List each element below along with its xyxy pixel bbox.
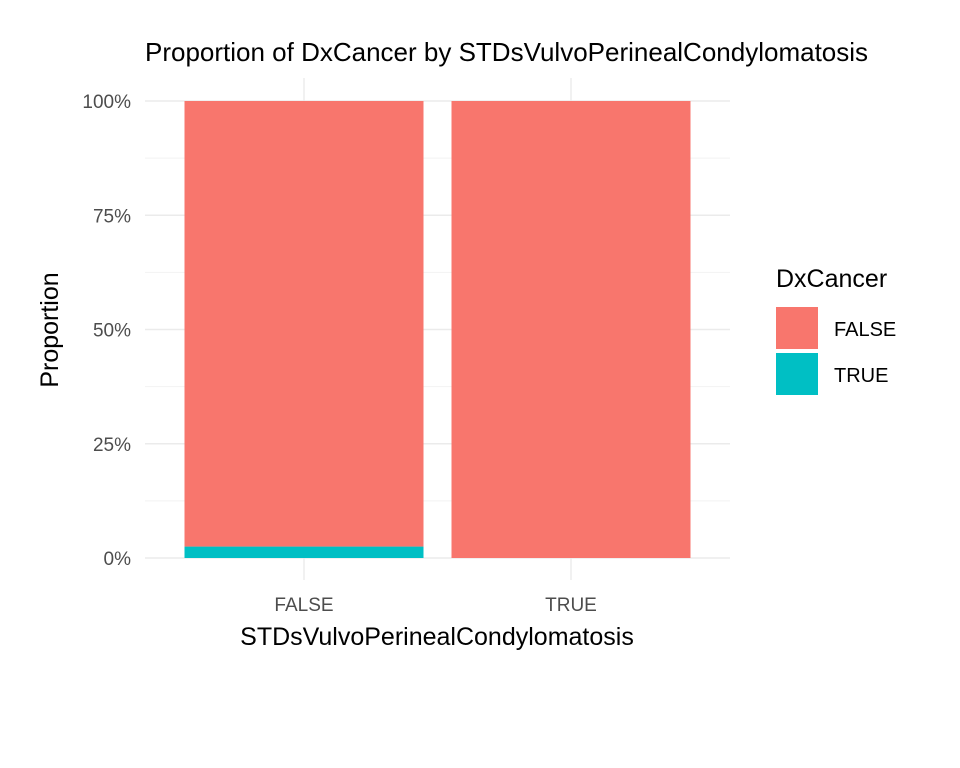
bar-segment-false-true: [184, 546, 424, 558]
x-axis-title: STDsVulvoPerinealCondylomatosis: [240, 623, 634, 651]
y-tick-label: 75%: [93, 206, 131, 227]
legend-label-false: FALSE: [834, 319, 896, 341]
legend-title: DxCancer: [776, 265, 887, 293]
y-tick-labels: 0% 25% 50% 75% 100%: [82, 92, 131, 570]
x-tick-label: FALSE: [274, 595, 333, 616]
x-tick-label: TRUE: [545, 595, 597, 616]
y-axis-title: Proportion: [36, 272, 64, 387]
legend-swatch-false: [776, 307, 818, 349]
legend: FALSE TRUE: [776, 307, 896, 395]
legend-swatch-true: [776, 353, 818, 395]
x-tick-labels: FALSE TRUE: [274, 595, 596, 616]
bars: [184, 101, 691, 558]
y-tick-label: 25%: [93, 435, 131, 456]
y-tick-label: 50%: [93, 321, 131, 342]
y-tick-label: 100%: [82, 92, 131, 113]
bar-segment-false-false: [184, 101, 424, 547]
legend-label-true: TRUE: [834, 365, 888, 387]
bar-segment-true-false: [451, 101, 691, 558]
chart-title: Proportion of DxCancer by STDsVulvoPerin…: [145, 37, 868, 67]
y-tick-label: 0%: [104, 549, 132, 570]
